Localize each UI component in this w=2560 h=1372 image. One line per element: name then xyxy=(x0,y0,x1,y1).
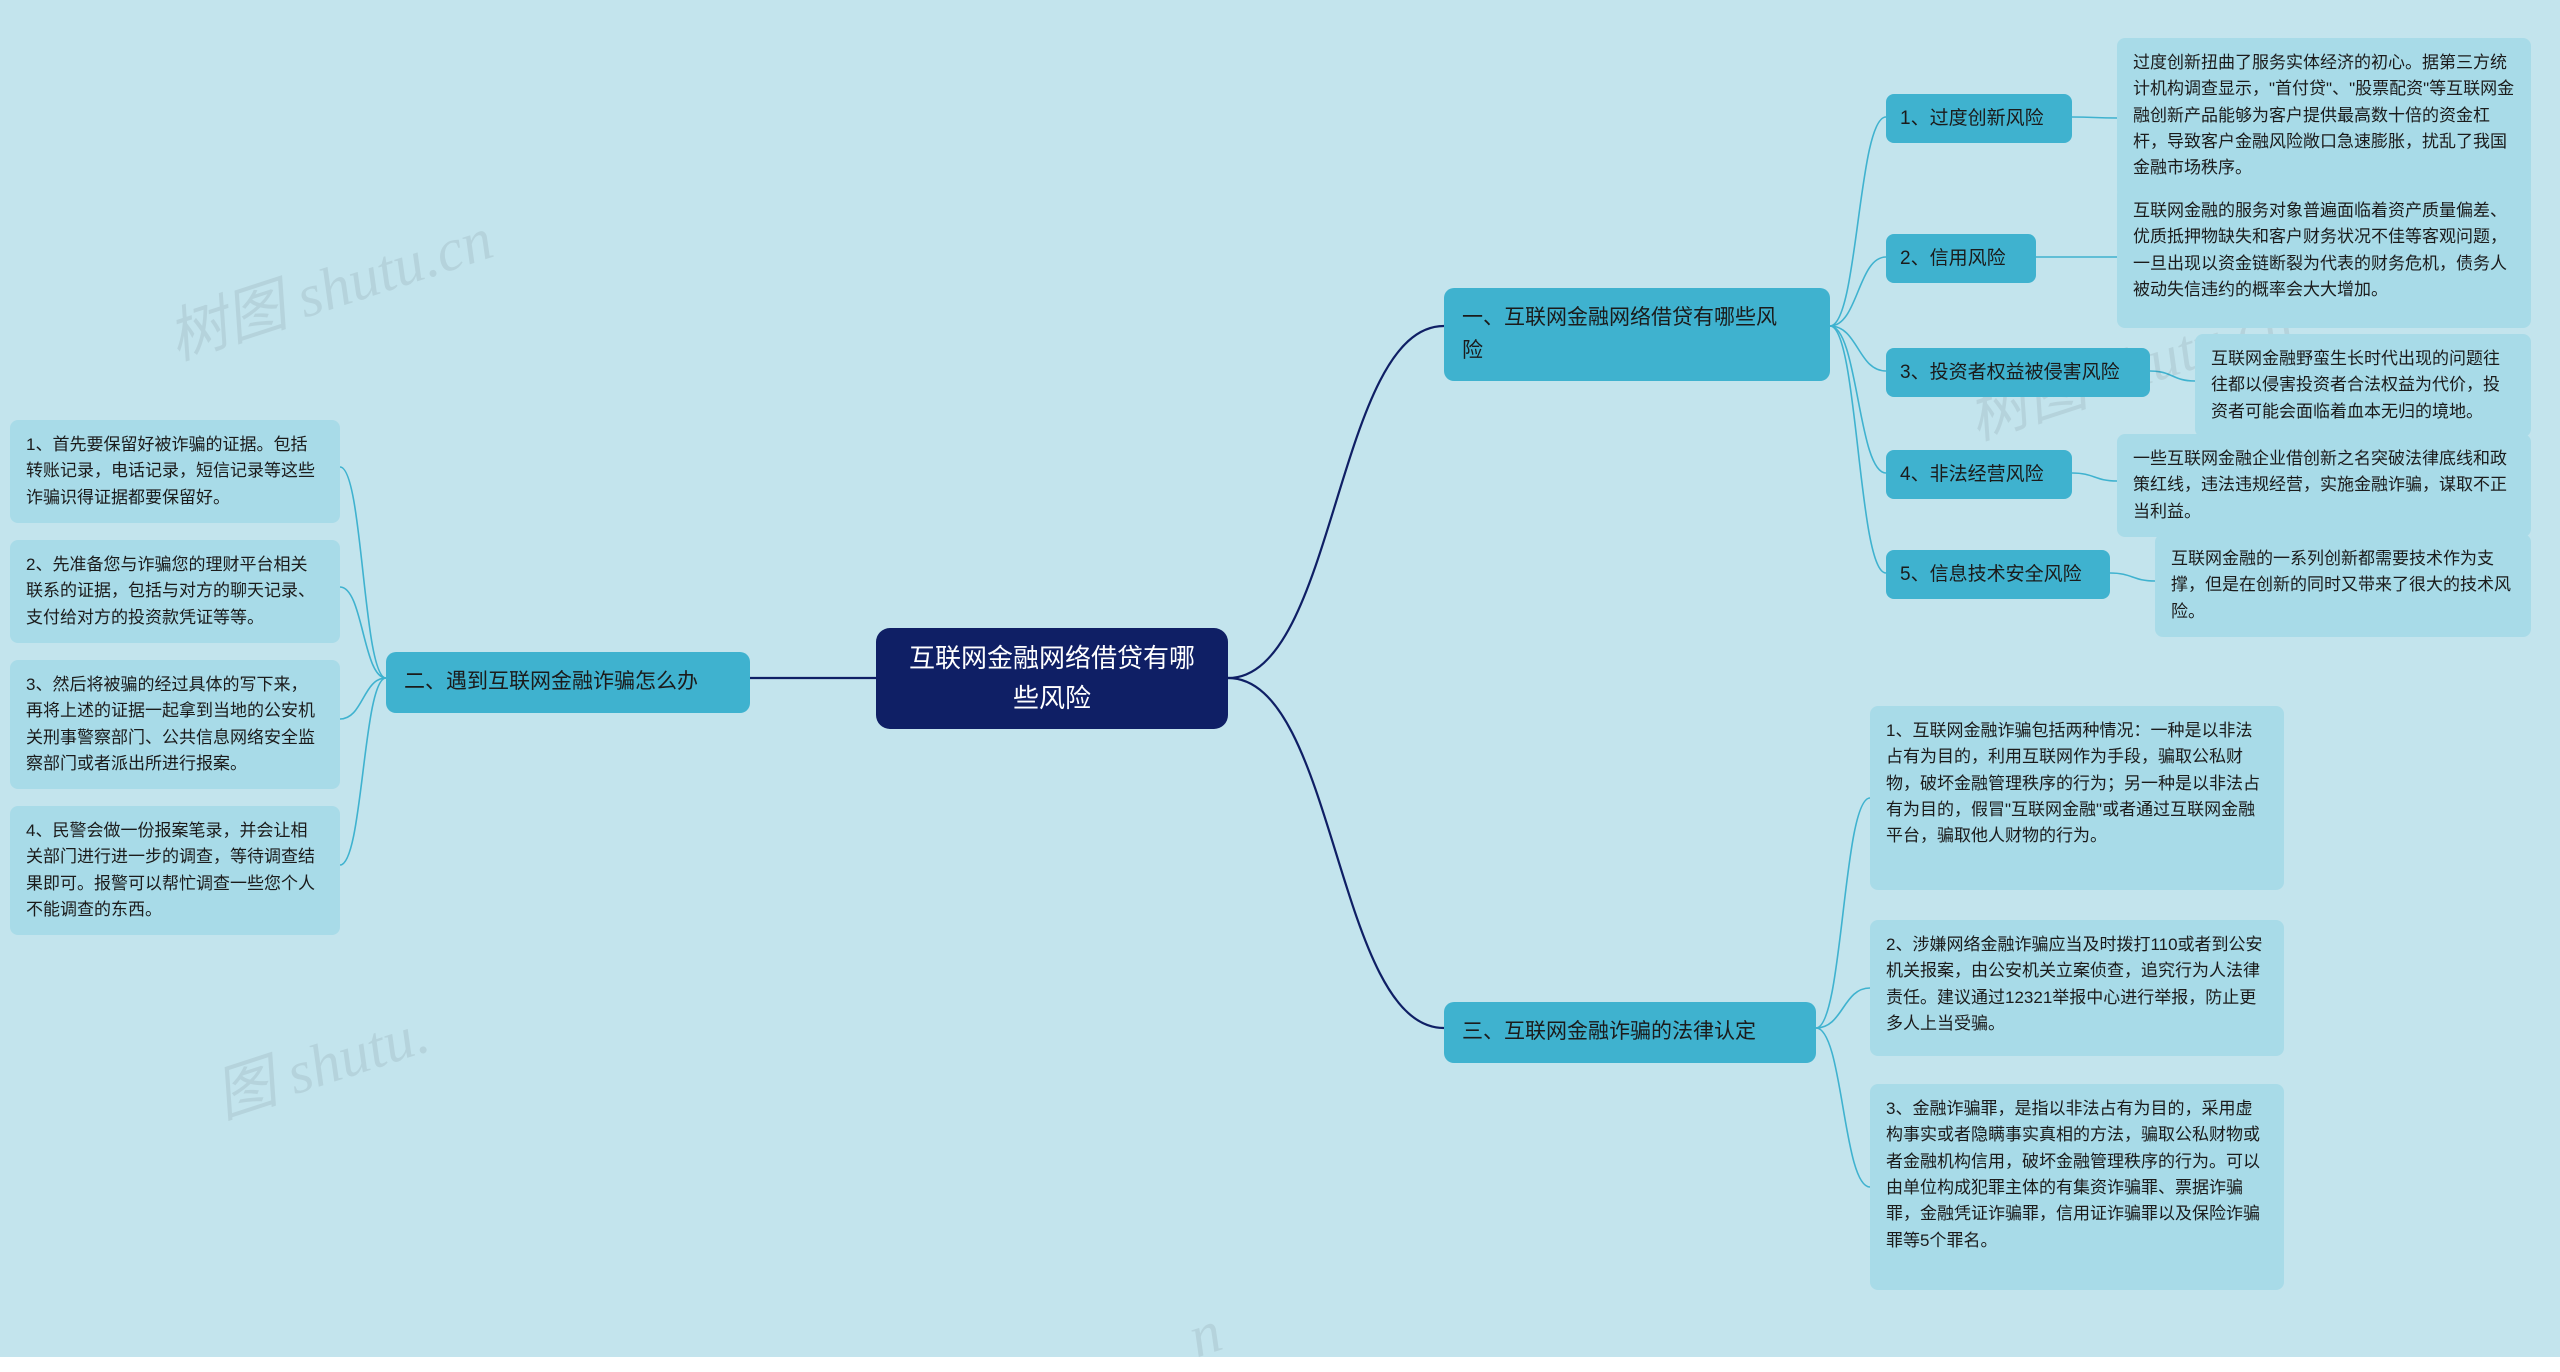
leaf-b3l2[interactable]: 2、涉嫌网络金融诈骗应当及时拨打110或者到公安机关报案，由公安机关立案侦查，追… xyxy=(1870,920,2284,1056)
leaf-b2l3[interactable]: 3、然后将被骗的经过具体的写下来，再将上述的证据一起拿到当地的公安机关刑事警察部… xyxy=(10,660,340,789)
leaf-b1s5l[interactable]: 互联网金融的一系列创新都需要技术作为支撑，但是在创新的同时又带来了很大的技术风险… xyxy=(2155,534,2531,637)
leaf-b3l3[interactable]: 3、金融诈骗罪，是指以非法占有为目的，采用虚构事实或者隐瞒事实真相的方法，骗取公… xyxy=(1870,1084,2284,1290)
leaf-b1s1l[interactable]: 过度创新扭曲了服务实体经济的初心。据第三方统计机构调查显示，"首付贷"、"股票配… xyxy=(2117,38,2531,198)
leaf-b3l1[interactable]: 1、互联网金融诈骗包括两种情况：一种是以非法占有为目的，利用互联网作为手段，骗取… xyxy=(1870,706,2284,890)
branch-b3[interactable]: 三、互联网金融诈骗的法律认定 xyxy=(1444,1002,1816,1063)
watermark: 图 shutu. xyxy=(202,984,438,1135)
center-topic[interactable]: 互联网金融网络借贷有哪 些风险 xyxy=(876,628,1228,729)
sub-b1s1[interactable]: 1、过度创新风险 xyxy=(1886,94,2072,143)
sub-b1s5[interactable]: 5、信息技术安全风险 xyxy=(1886,550,2110,599)
sub-b1s3[interactable]: 3、投资者权益被侵害风险 xyxy=(1886,348,2150,397)
sub-b1s2[interactable]: 2、信用风险 xyxy=(1886,234,2036,283)
leaf-b2l4[interactable]: 4、民警会做一份报案笔录，并会让相关部门进行进一步的调查，等待调查结果即可。报警… xyxy=(10,806,340,935)
leaf-b1s2l[interactable]: 互联网金融的服务对象普遍面临着资产质量偏差、优质抵押物缺失和客户财务状况不佳等客… xyxy=(2117,186,2531,328)
watermark: 树图 shutu.cn xyxy=(155,190,502,377)
watermark: n xyxy=(1180,1297,1230,1372)
leaf-b1s3l[interactable]: 互联网金融野蛮生长时代出现的问题往往都以侵害投资者合法权益为代价，投资者可能会面… xyxy=(2195,334,2531,437)
mindmap-canvas: 树图 shutu.cn树图 shutu.cn图 shutu.n互联网金融网络借贷… xyxy=(0,0,2560,1357)
leaf-b2l2[interactable]: 2、先准备您与诈骗您的理财平台相关联系的证据，包括与对方的聊天记录、支付给对方的… xyxy=(10,540,340,643)
leaf-b2l1[interactable]: 1、首先要保留好被诈骗的证据。包括转账记录，电话记录，短信记录等这些诈骗识得证据… xyxy=(10,420,340,523)
sub-b1s4[interactable]: 4、非法经营风险 xyxy=(1886,450,2072,499)
branch-b1[interactable]: 一、互联网金融网络借贷有哪些风 险 xyxy=(1444,288,1830,381)
branch-b2[interactable]: 二、遇到互联网金融诈骗怎么办 xyxy=(386,652,750,713)
leaf-b1s4l[interactable]: 一些互联网金融企业借创新之名突破法律底线和政策红线，违法违规经营，实施金融诈骗，… xyxy=(2117,434,2531,537)
